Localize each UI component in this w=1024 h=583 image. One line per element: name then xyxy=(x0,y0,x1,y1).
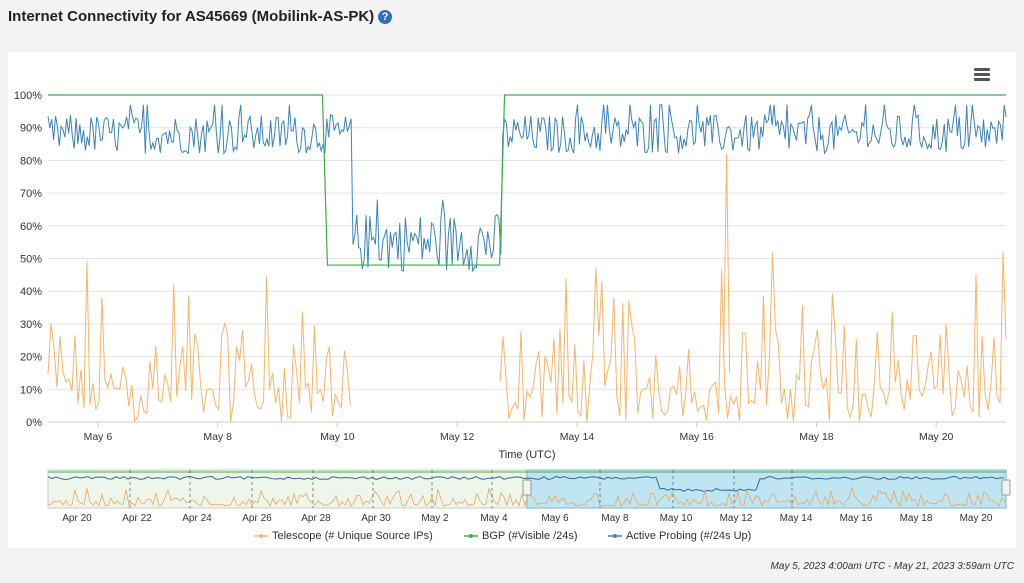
x-tick-label: May 18 xyxy=(799,431,834,443)
nav-tick-label: May 2 xyxy=(421,513,449,524)
y-tick-label: 90% xyxy=(20,123,42,135)
series-group xyxy=(47,94,1007,423)
nav-handle-right[interactable] xyxy=(1001,479,1011,496)
legend: Telescope (# Unique Source IPs) BGP (#Vi… xyxy=(0,530,1024,544)
y-axis-ticks: 0% 10% 20% 30% 40% 50% 60% 70% 80% 90% 100% xyxy=(14,90,42,429)
telescope-line xyxy=(47,260,351,423)
y-tick-label: 10% xyxy=(20,384,42,396)
x-tick-label: May 10 xyxy=(320,431,355,443)
hamburger-menu-icon[interactable] xyxy=(974,68,990,81)
nav-tick-label: Apr 30 xyxy=(361,513,391,524)
x-tick-label: May 14 xyxy=(560,431,595,443)
y-tick-label: 30% xyxy=(20,319,42,331)
nav-tick-label: May 10 xyxy=(660,513,693,524)
bgp-line xyxy=(48,94,1006,266)
nav-tick-label: May 16 xyxy=(840,513,873,524)
nav-tick-label: May 18 xyxy=(900,513,933,524)
time-range-text: May 5, 2023 4:00am UTC - May 21, 2023 3:… xyxy=(770,561,1014,572)
y-tick-label: 50% xyxy=(20,254,42,266)
x-tick-label: May 6 xyxy=(84,431,113,443)
telescope-line xyxy=(499,251,1007,422)
legend-item-probing[interactable]: Active Probing (#/24s Up) xyxy=(608,530,751,542)
legend-label-telescope: Telescope (# Unique Source IPs) xyxy=(272,530,433,542)
x-axis-label: Time (UTC) xyxy=(498,449,555,461)
telescope-spike xyxy=(723,153,731,373)
nav-handle-left[interactable] xyxy=(522,479,532,496)
legend-label-probing: Active Probing (#/24s Up) xyxy=(626,530,752,542)
x-tick-label: May 20 xyxy=(919,431,954,443)
x-tick-label: May 12 xyxy=(440,431,475,443)
legend-item-bgp[interactable]: BGP (#Visible /24s) xyxy=(464,530,578,542)
legend-item-telescope[interactable]: Telescope (# Unique Source IPs) xyxy=(254,530,433,542)
y-tick-label: 0% xyxy=(26,417,42,429)
nav-tick-label: May 14 xyxy=(780,513,813,524)
nav-tick-label: Apr 28 xyxy=(301,513,331,524)
navigator: Apr 20 Apr 22 Apr 24 Apr 26 Apr 28 Apr 30 May … xyxy=(47,469,1011,524)
y-tick-label: 80% xyxy=(20,155,42,167)
nav-probing-line xyxy=(47,475,1005,492)
nav-telescope-line xyxy=(47,486,1006,508)
x-axis-ticks: May 6 May 8 May 10 May 12 May 14 May 16 May 18… xyxy=(48,421,1006,443)
page-title: Internet Connectivity for AS45669 (Mobil… xyxy=(8,8,393,25)
nav-tick-label: Apr 24 xyxy=(182,513,212,524)
y-tick-label: 60% xyxy=(20,221,42,233)
chart-panel xyxy=(8,52,1016,548)
y-tick-label: 70% xyxy=(20,188,42,200)
y-tick-label: 20% xyxy=(20,352,42,364)
nav-tick-label: May 12 xyxy=(720,513,753,524)
nav-tick-label: May 4 xyxy=(480,513,508,524)
y-tick-label: 40% xyxy=(20,286,42,298)
legend-label-bgp: BGP (#Visible /24s) xyxy=(482,530,578,542)
nav-tick-label: Apr 26 xyxy=(242,513,272,524)
grid-lines xyxy=(48,94,1006,423)
nav-tick-label: May 8 xyxy=(601,513,629,524)
x-tick-label: May 16 xyxy=(679,431,714,443)
nav-tick-label: May 20 xyxy=(960,513,993,524)
active-probing-line xyxy=(47,104,1007,272)
x-tick-label: May 8 xyxy=(203,431,232,443)
y-tick-label: 100% xyxy=(14,90,42,102)
title-text: Internet Connectivity for AS45669 (Mobil… xyxy=(8,8,375,25)
nav-tick-label: May 6 xyxy=(541,513,569,524)
nav-tick-label: Apr 20 xyxy=(62,513,92,524)
nav-tick-label: Apr 22 xyxy=(122,513,152,524)
help-icon[interactable]: ? xyxy=(378,10,393,24)
